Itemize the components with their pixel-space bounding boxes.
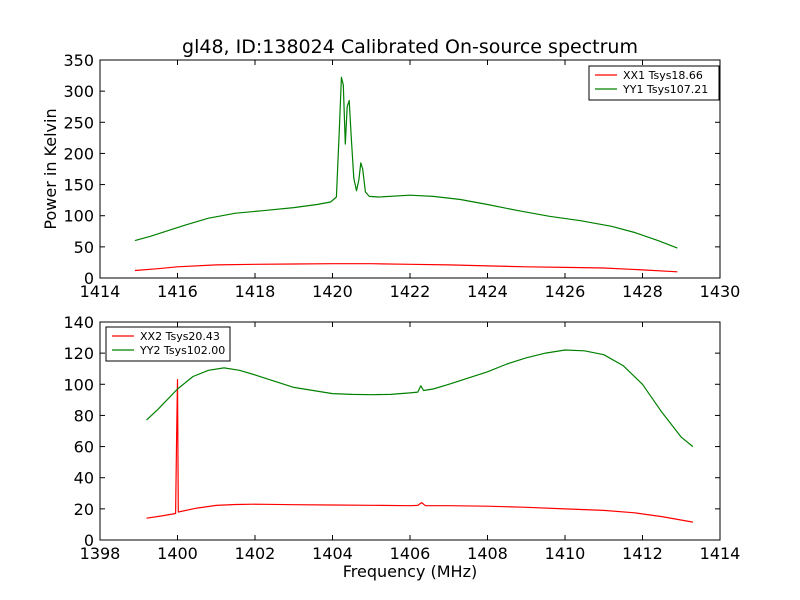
x-tick-label: 1420 [312, 282, 353, 301]
x-tick-label: 1430 [700, 282, 741, 301]
y-tick-label: 100 [63, 207, 94, 226]
legend-box [105, 326, 231, 362]
x-tick-label: 1400 [157, 544, 198, 563]
bottom-plot: 1398 1400 1402 1404 1406 1408 1410 1412 1414 0 20 4… [63, 313, 740, 563]
x-tick-label: 1418 [235, 282, 276, 301]
series-line-0-1 [134, 76, 678, 249]
y-tick-label: 140 [63, 313, 94, 332]
x-tick-label: 1414 [700, 544, 741, 563]
y-tick-label: 120 [63, 344, 94, 363]
x-tick-label: 1408 [467, 544, 508, 563]
legend-entry: XX1 Tsys18.66 [623, 69, 703, 82]
series-line-1-1 [146, 349, 694, 448]
y-tick-label: 350 [63, 51, 94, 70]
x-tick-label: 1426 [545, 282, 586, 301]
y-tick-label: 100 [63, 375, 94, 394]
y-tick-label: 20 [74, 500, 94, 519]
x-tick-label: 1416 [157, 282, 198, 301]
y-tick-label: 40 [74, 469, 94, 488]
y-tick-label: 200 [63, 144, 94, 163]
legend-entry: XX2 Tsys20.43 [140, 330, 220, 343]
x-tick-label: 1398 [80, 544, 121, 563]
x-tick-label: 1402 [235, 544, 276, 563]
x-tick-label: 1424 [467, 282, 508, 301]
chart-title: gl48, ID:138024 Calibrated On-source spe… [182, 36, 638, 58]
y-tick-label: 50 [74, 238, 94, 257]
y-tick-label: 80 [74, 406, 94, 425]
x-tick-label: 1406 [390, 544, 431, 563]
x-tick-label: 1412 [622, 544, 663, 563]
y-tick-label: 0 [84, 269, 94, 288]
y-axis-label: Power in Kelvin [41, 108, 60, 229]
y-tick-label: 300 [63, 82, 94, 101]
x-tick-label: 1428 [622, 282, 663, 301]
legend-entry: YY2 Tsys102.00 [139, 344, 225, 357]
legend-box [588, 65, 720, 101]
x-axis-label: Frequency (MHz) [343, 562, 477, 581]
y-tick-label: 60 [74, 438, 94, 457]
y-tick-label: 250 [63, 113, 94, 132]
x-tick-label: 1410 [545, 544, 586, 563]
series-line-1-0 [146, 379, 694, 523]
y-tick-label: 0 [84, 531, 94, 550]
series-line-0-0 [134, 263, 678, 273]
y-tick-label: 150 [63, 176, 94, 195]
legend-entry: YY1 Tsys107.21 [622, 83, 708, 96]
x-tick-label: 1404 [312, 544, 353, 563]
top-plot: 1414 1416 1418 1420 1422 1424 1426 1428 1430 0 50 1… [63, 51, 740, 301]
x-tick-label: 1414 [80, 282, 121, 301]
x-tick-label: 1422 [390, 282, 431, 301]
